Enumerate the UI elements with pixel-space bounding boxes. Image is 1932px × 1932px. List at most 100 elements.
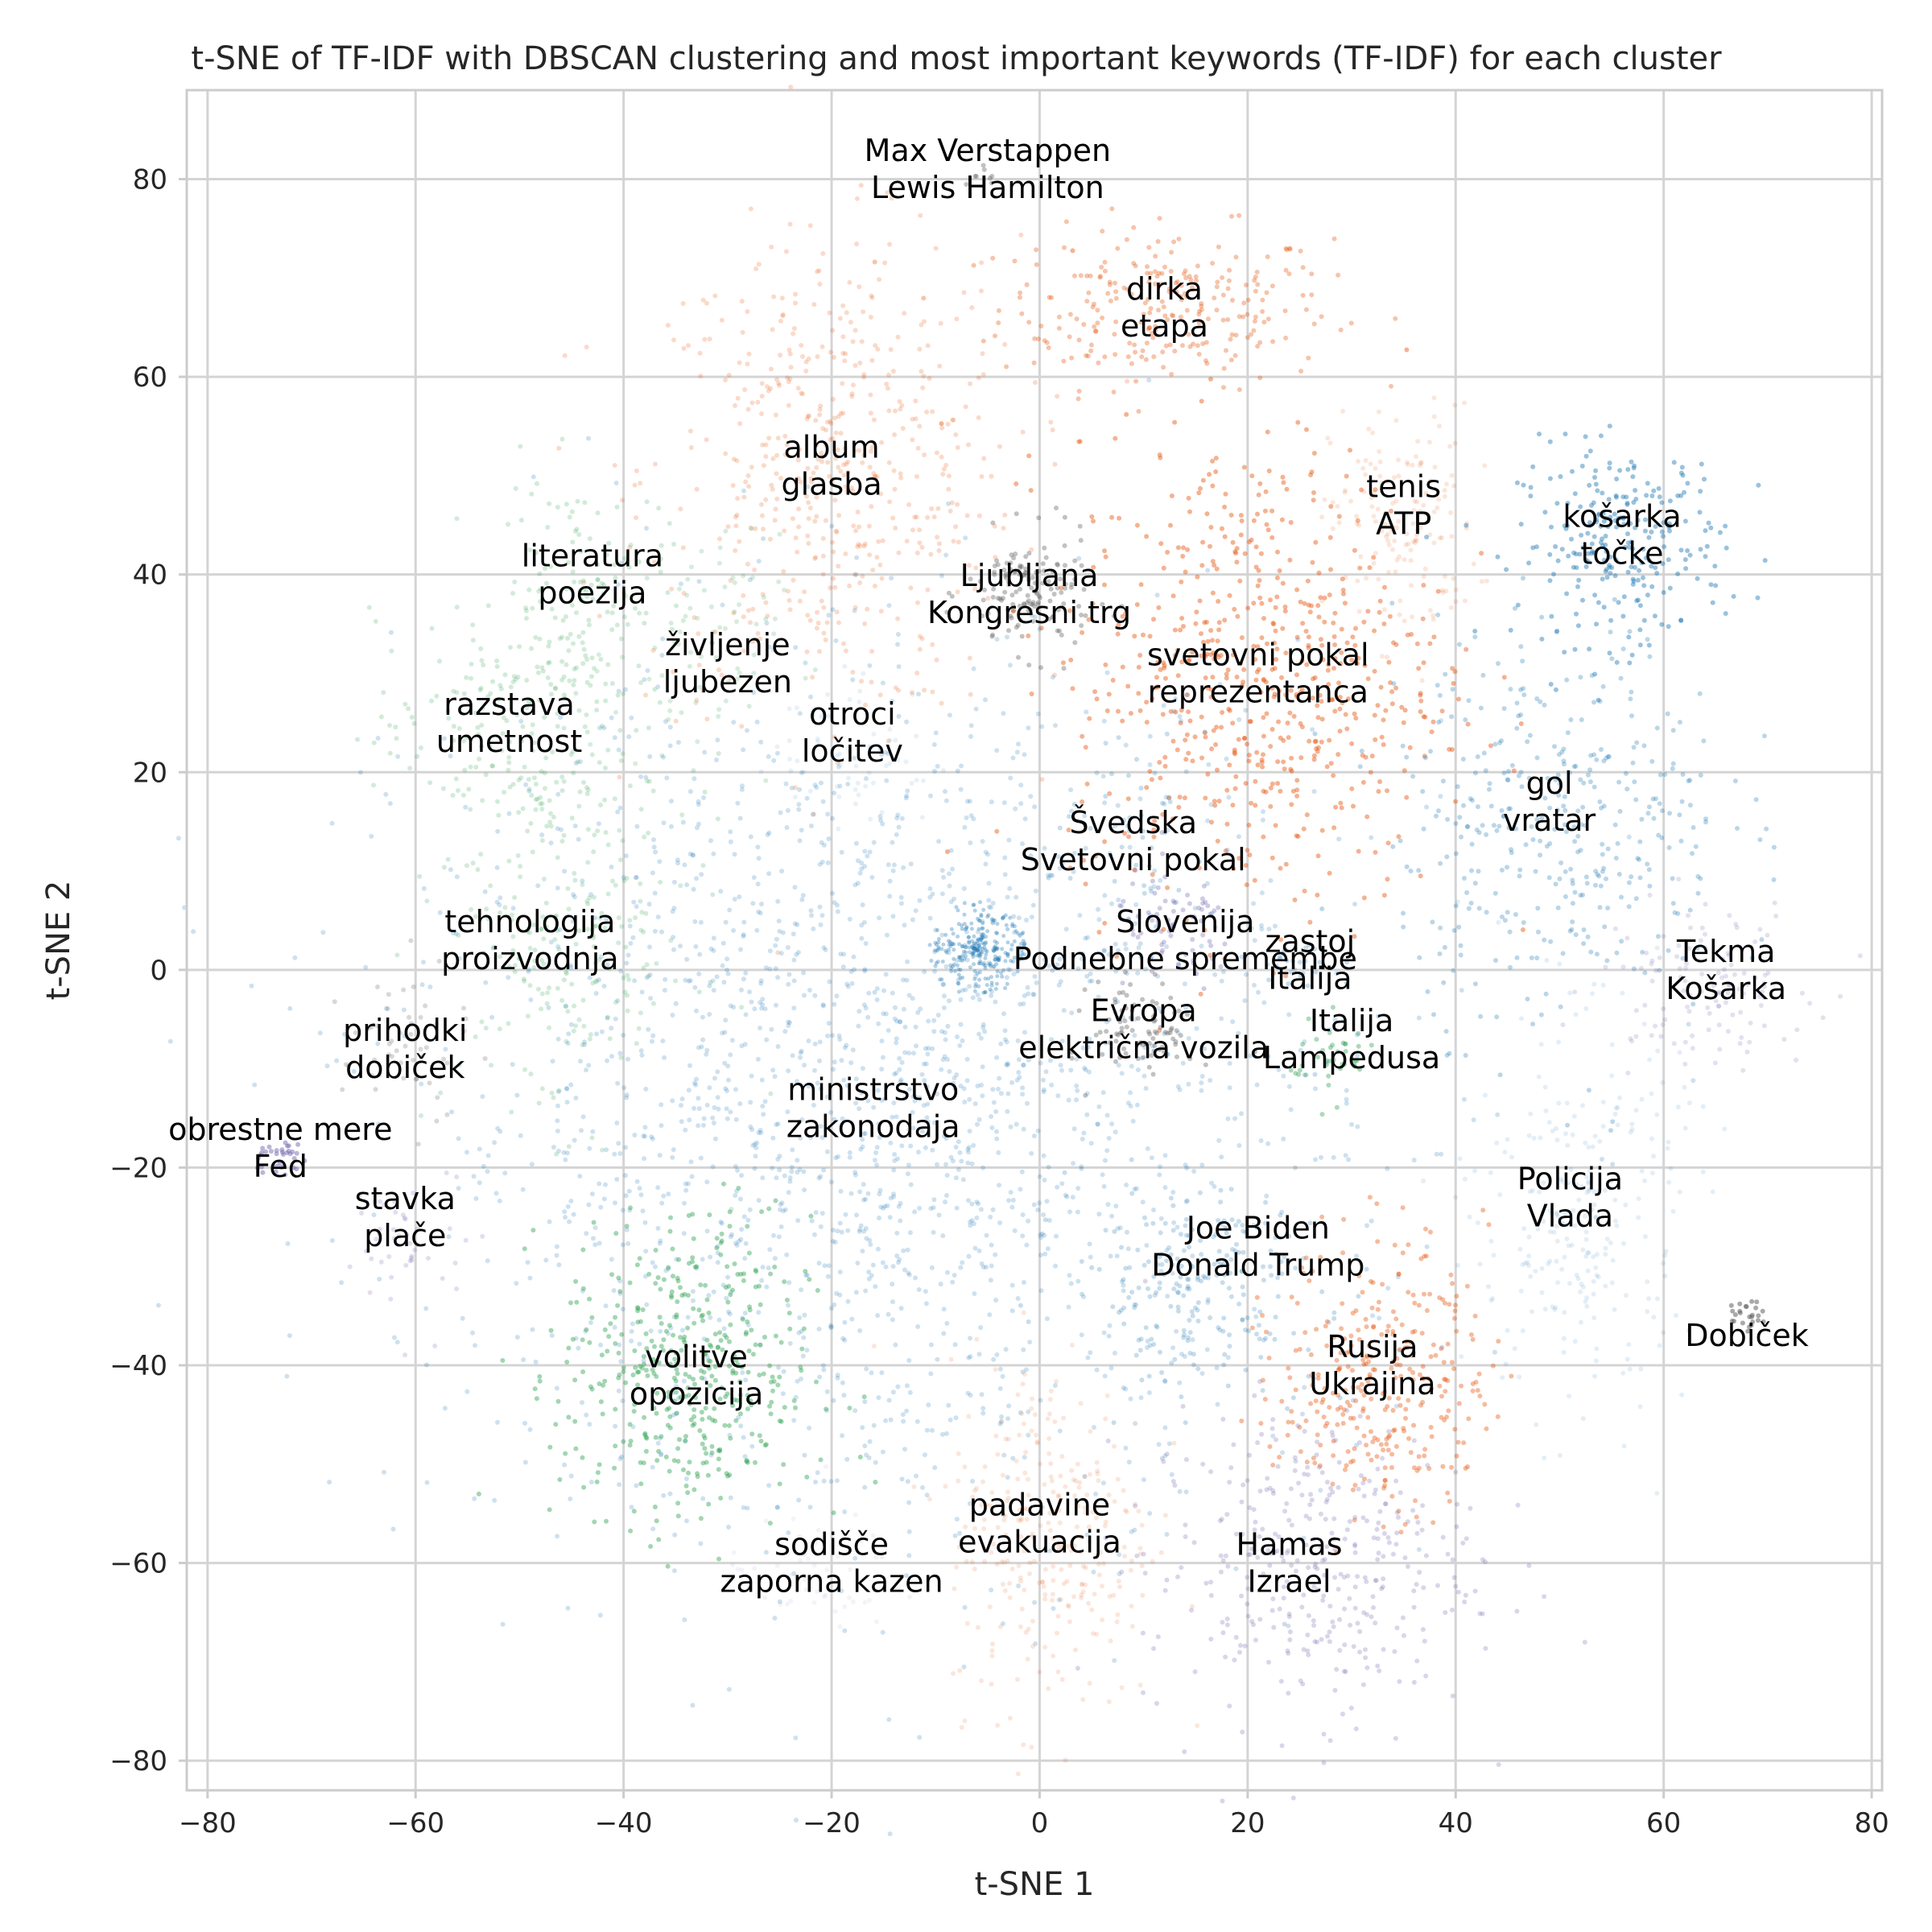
scatter-point [1354,514,1360,519]
scatter-point [1717,530,1723,535]
scatter-point [1311,321,1317,327]
scatter-point [1449,747,1455,753]
scatter-point [562,696,568,701]
scatter-point [1310,696,1315,701]
scatter-point [1181,271,1187,277]
scatter-point [766,1483,772,1488]
scatter-point [495,1419,500,1425]
scatter-point [985,596,991,601]
scatter-point [1368,770,1373,775]
scatter-point [1439,708,1445,714]
scatter-point [1095,308,1100,313]
scatter-point [1205,1300,1211,1305]
scatter-point [1208,911,1213,917]
scatter-point [1703,554,1708,559]
scatter-point [1525,739,1530,745]
scatter-point [1568,866,1574,872]
scatter-point [605,609,610,615]
scatter-point [1315,715,1321,720]
scatter-point [962,824,968,830]
scatter-point [717,536,722,542]
scatter-point [1338,800,1344,806]
scatter-point [594,668,600,674]
scatter-point [816,1261,822,1266]
scatter-point [954,1072,960,1078]
scatter-point [873,1284,878,1290]
scatter-point [563,1157,568,1162]
scatter-point [813,555,819,560]
scatter-point [673,718,679,724]
scatter-point [563,1215,568,1220]
scatter-point [1631,500,1637,505]
scatter-point [865,606,870,612]
scatter-point [707,1012,712,1017]
scatter-point [1637,603,1643,609]
scatter-point [1152,1043,1158,1048]
scatter-point [1076,604,1082,609]
scatter-point [1179,718,1183,724]
scatter-point [523,605,529,611]
scatter-point [741,494,747,500]
scatter-point [803,359,809,365]
scatter-point [605,1015,610,1021]
scatter-point [789,1165,795,1170]
scatter-point [1509,847,1513,852]
scatter-point [587,1146,592,1151]
scatter-point [1352,547,1357,553]
scatter-point [1026,663,1032,668]
scatter-point [1422,755,1428,761]
scatter-point [1255,644,1261,650]
scatter-point [968,723,974,729]
scatter-point [621,878,627,883]
scatter-point [1216,627,1222,633]
scatter-point [1070,686,1075,691]
scatter-point [1620,516,1626,521]
scatter-point [845,459,851,464]
scatter-point [555,855,560,861]
scatter-point [671,1568,677,1574]
scatter-point [1274,657,1279,663]
scatter-point [584,729,590,735]
scatter-point [1003,573,1009,579]
scatter-point [1656,485,1662,491]
scatter-point [1371,489,1377,495]
scatter-point [739,724,745,729]
scatter-point [1215,1402,1220,1407]
scatter-point [890,515,896,521]
scatter-point [787,757,792,762]
scatter-point [1152,818,1158,824]
scatter-point [992,572,997,577]
scatter-point [1705,1005,1711,1010]
scatter-point [969,1161,975,1166]
scatter-point [643,610,649,616]
scatter-point [651,837,656,843]
scatter-point [838,411,844,416]
scatter-point [1553,544,1558,549]
scatter-point [965,1390,971,1396]
scatter-point [1373,849,1378,855]
scatter-point [954,1205,960,1211]
scatter-point [1222,941,1228,947]
scatter-point [748,1100,753,1105]
scatter-point [620,838,625,844]
scatter-point [1475,804,1480,810]
scatter-point [1484,578,1489,584]
scatter-point [668,824,674,829]
scatter-point [1326,682,1331,687]
scatter-point [1304,662,1310,667]
scatter-point [1268,785,1274,791]
scatter-point [890,1299,895,1305]
scatter-point [1066,828,1071,832]
scatter-point [979,288,984,294]
scatter-point [723,451,729,456]
scatter-point [899,1059,905,1065]
scatter-point [689,1174,695,1179]
scatter-point [913,1094,919,1100]
scatter-point [1264,290,1269,295]
scatter-point [1459,834,1463,840]
scatter-point [1169,312,1174,318]
scatter-point [1327,870,1332,876]
scatter-point [826,613,832,618]
scatter-point [852,608,857,613]
scatter-point [775,950,781,956]
